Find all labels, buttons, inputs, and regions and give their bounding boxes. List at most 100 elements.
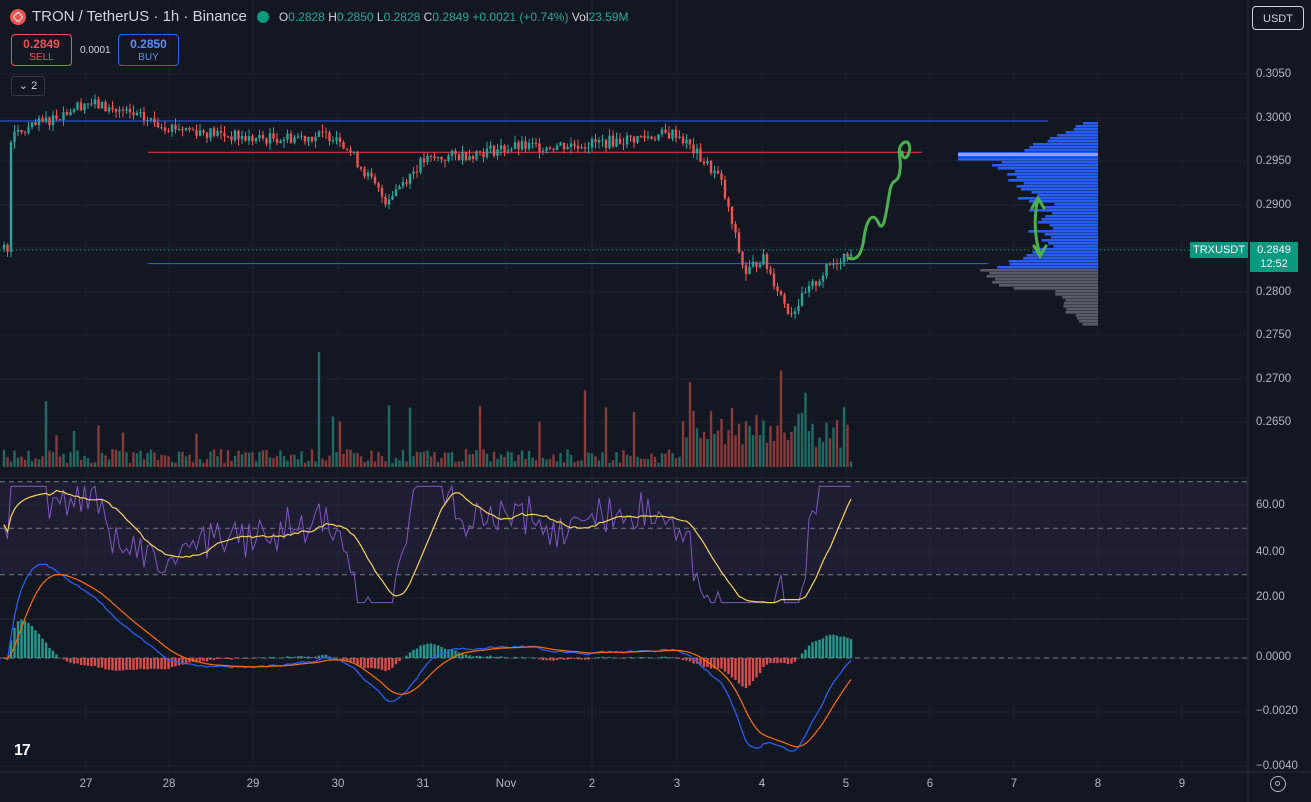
volume-bar	[821, 441, 825, 467]
volume-bar	[254, 461, 258, 467]
candle-body	[569, 143, 573, 147]
volume-bar	[475, 450, 478, 467]
macd-histogram-bar	[104, 658, 107, 670]
volume-bar	[625, 454, 629, 467]
candle-body	[314, 136, 317, 142]
volume-bar	[342, 453, 345, 467]
candle-body	[83, 103, 86, 111]
candle-body	[408, 173, 412, 184]
rsi-tick-label: 20.00	[1256, 591, 1285, 603]
macd-histogram-bar	[751, 658, 755, 682]
tradingview-logo-icon[interactable]: 17	[14, 742, 31, 759]
macd-histogram-bar	[639, 657, 643, 658]
macd-histogram-bar	[503, 657, 506, 658]
volume-bar	[643, 458, 646, 467]
candle-body	[317, 131, 321, 137]
candle-body	[468, 156, 471, 161]
currency-selector[interactable]: USDT	[1252, 6, 1304, 30]
spread-value: 0.0001	[80, 45, 111, 56]
volume-bar	[419, 452, 422, 467]
macd-histogram-bar	[615, 657, 618, 659]
volume-bar	[191, 462, 195, 467]
volume-bar	[118, 451, 121, 467]
volume-bar	[779, 370, 783, 467]
macd-histogram-bar	[804, 649, 807, 658]
macd-histogram-bar	[48, 647, 51, 658]
candle-body	[401, 182, 405, 187]
buy-button[interactable]: 0.2850 BUY	[118, 34, 179, 66]
macd-histogram-bar	[97, 658, 100, 668]
macd-histogram-bar	[188, 658, 191, 663]
candle-body	[345, 148, 349, 150]
volume-bar	[594, 456, 597, 467]
candle-body	[377, 183, 380, 188]
volume-bar	[667, 449, 671, 467]
sell-button[interactable]: 0.2849 SELL	[11, 34, 72, 66]
rsi-ma-line	[3, 489, 852, 604]
volume-bar	[97, 425, 100, 467]
candle-body	[237, 130, 240, 140]
volume-bar	[569, 455, 573, 467]
candle-body	[695, 148, 699, 154]
macd-histogram-bar	[240, 658, 244, 659]
time-tick-label: 6	[926, 778, 934, 790]
volume-bar	[153, 452, 156, 467]
ohlc-values: O0.2828 H0.2850 L0.2828 C0.2849 +0.0021 …	[278, 9, 629, 24]
candle-body	[55, 115, 58, 120]
candle-body	[664, 129, 667, 133]
rsi-tick-label: 40.00	[1256, 546, 1285, 558]
volume-bar	[181, 451, 184, 467]
candle-body	[510, 149, 513, 151]
candle-body	[692, 144, 695, 154]
volume-bar	[758, 435, 762, 467]
macd-histogram-bar	[527, 657, 531, 658]
candle-body	[531, 142, 534, 144]
volume-bar	[433, 452, 436, 467]
volume-bar	[65, 462, 69, 467]
volume-bar	[359, 456, 363, 467]
candle-body	[324, 131, 328, 133]
candle-body	[51, 115, 55, 126]
macd-histogram-bar	[426, 643, 429, 658]
volume-bar	[296, 459, 300, 467]
volume-bar	[324, 460, 328, 467]
rsi-tick-label: 60.00	[1256, 499, 1285, 511]
volume-bar	[205, 459, 209, 467]
volume-bar	[13, 450, 16, 467]
volume-bar	[156, 459, 160, 467]
volume-bar	[282, 456, 286, 467]
profile-bar	[1034, 248, 1098, 251]
candle-body	[590, 139, 594, 148]
settings-gear-icon[interactable]	[1270, 776, 1286, 792]
volume-bar	[576, 460, 580, 467]
profile-bar	[1016, 176, 1098, 179]
volume-bar	[377, 452, 380, 467]
candle-body	[380, 187, 384, 197]
macd-histogram-bar	[580, 658, 583, 660]
candle-body	[93, 99, 97, 105]
volume-bar	[279, 450, 282, 467]
candle-body	[335, 137, 338, 141]
macd-histogram-bar	[177, 658, 181, 666]
indicators-collapse-button[interactable]: ⌄ 2	[11, 76, 45, 96]
candle-body	[146, 119, 149, 121]
candle-body	[513, 142, 517, 150]
macd-histogram-bar	[181, 658, 184, 665]
price-tick-label: 0.2700	[1256, 373, 1292, 385]
macd-histogram-bar	[510, 657, 513, 659]
volume-bar	[349, 449, 352, 467]
volume-bar	[524, 459, 527, 467]
candle-body	[114, 109, 118, 112]
volume-bar	[366, 460, 370, 467]
symbol-title[interactable]: TRON / TetherUS · 1h · Binance	[32, 8, 247, 25]
candle-body	[153, 118, 156, 123]
macd-histogram-bar	[303, 656, 307, 658]
candle-body	[184, 128, 188, 131]
profile-bar	[1013, 287, 1098, 290]
volume-bar	[807, 431, 811, 467]
volume-bar	[387, 405, 391, 467]
volume-bar	[597, 460, 601, 467]
macd-histogram-bar	[419, 645, 422, 658]
volume-bar	[289, 454, 293, 467]
